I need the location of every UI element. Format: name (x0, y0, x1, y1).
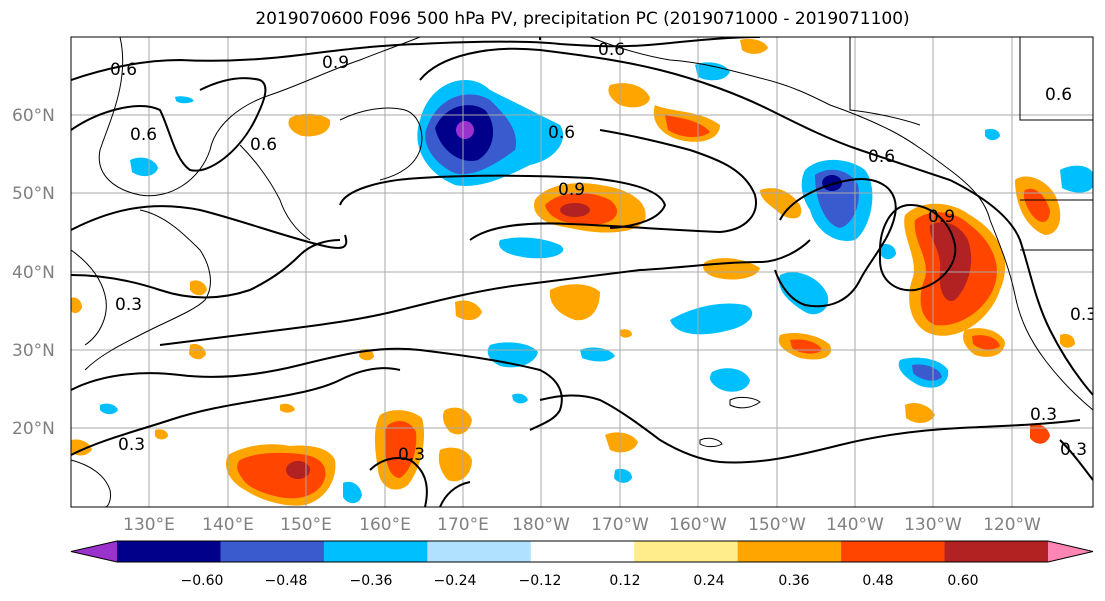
colorbar-swatch (427, 541, 532, 562)
contour-label: 0.6 (598, 40, 625, 60)
colorbar-swatch (944, 541, 1049, 562)
contour-label: 0.3 (1030, 405, 1057, 425)
lon-label: 150°E (280, 515, 332, 535)
colorbar-outline (70, 540, 1094, 563)
map-area: 0.6 0.9 0.6 0.6 0.6 0.6 0.9 0.9 0.6 0.6 … (71, 37, 1097, 507)
contour-label: 0.6 (868, 147, 895, 167)
colorbar-swatch (220, 541, 325, 562)
contour-label: 0.3 (1070, 305, 1097, 325)
contour-label: 0.3 (118, 435, 145, 455)
lon-label: 130°E (123, 515, 175, 535)
lon-label: 120°W (983, 515, 1041, 535)
lon-label: 180°W (512, 515, 570, 535)
coastlines (71, 37, 1093, 507)
contour-label: 0.3 (115, 295, 142, 315)
lon-label: 170°E (437, 515, 489, 535)
lat-label: 40°N (12, 263, 55, 283)
pv-contours (71, 37, 1093, 507)
lon-label: 140°E (202, 515, 254, 535)
contour-label: 0.9 (558, 180, 585, 200)
contour-label: 0.3 (1060, 440, 1087, 460)
colorbar-swatch (530, 541, 635, 562)
lat-label: 20°N (12, 419, 55, 439)
colorbar (70, 540, 1094, 563)
colorbar-tick-label: 0.60 (947, 573, 978, 589)
lon-label: 160°E (359, 515, 411, 535)
lon-label: 140°W (826, 515, 884, 535)
contour-label: 0.6 (130, 125, 157, 145)
colorbar-tick-label: −0.60 (181, 573, 224, 589)
colorbar-tick-label: −0.48 (265, 573, 308, 589)
contour-label: 0.9 (322, 53, 349, 73)
contour-label: 0.6 (250, 135, 277, 155)
contour-label: 0.9 (928, 207, 955, 227)
pv-contour-labels: 0.6 0.9 0.6 0.6 0.6 0.6 0.9 0.9 0.6 0.6 … (110, 40, 1097, 465)
lon-label: 160°W (669, 515, 727, 535)
map-title: 2019070600 F096 500 hPa PV, precipitatio… (255, 9, 910, 29)
colorbar-swatch (323, 541, 428, 562)
colorbar-swatch (841, 541, 946, 562)
contour-label: 0.6 (1045, 85, 1072, 105)
colorbar-tick-label: 0.24 (693, 573, 724, 589)
lat-label: 30°N (12, 341, 55, 361)
contour-label: 0.3 (398, 445, 425, 465)
colorbar-tick-label: 0.36 (778, 573, 809, 589)
lon-label: 150°W (748, 515, 806, 535)
colorbar-extend-min (71, 541, 117, 562)
lat-label: 60°N (12, 106, 55, 126)
colorbar-tick-label: 0.48 (862, 573, 893, 589)
graticule (71, 37, 1093, 507)
contour-label: 0.6 (548, 123, 575, 143)
latitude-labels: 60°N 50°N 40°N 30°N 20°N (12, 106, 55, 439)
colorbar-tick-label: −0.12 (519, 573, 562, 589)
colorbar-tick-label: −0.24 (434, 573, 477, 589)
colorbar-tick-labels: −0.60 −0.48 −0.36 −0.24 −0.12 0.12 0.24 … (181, 573, 979, 589)
colorbar-tick-label: 0.12 (609, 573, 640, 589)
lon-label: 130°W (904, 515, 962, 535)
lat-label: 50°N (12, 184, 55, 204)
colorbar-extend-max (1048, 541, 1093, 562)
colorbar-tick-label: −0.36 (350, 573, 393, 589)
colorbar-swatch (634, 541, 739, 562)
map-frame (70, 36, 1094, 508)
lon-label: 170°W (591, 515, 649, 535)
contour-label: 0.6 (110, 60, 137, 80)
longitude-labels: 130°E 140°E 150°E 160°E 170°E 180°W 170°… (123, 515, 1041, 535)
colorbar-swatch (117, 541, 221, 562)
colorbar-swatch (737, 541, 842, 562)
